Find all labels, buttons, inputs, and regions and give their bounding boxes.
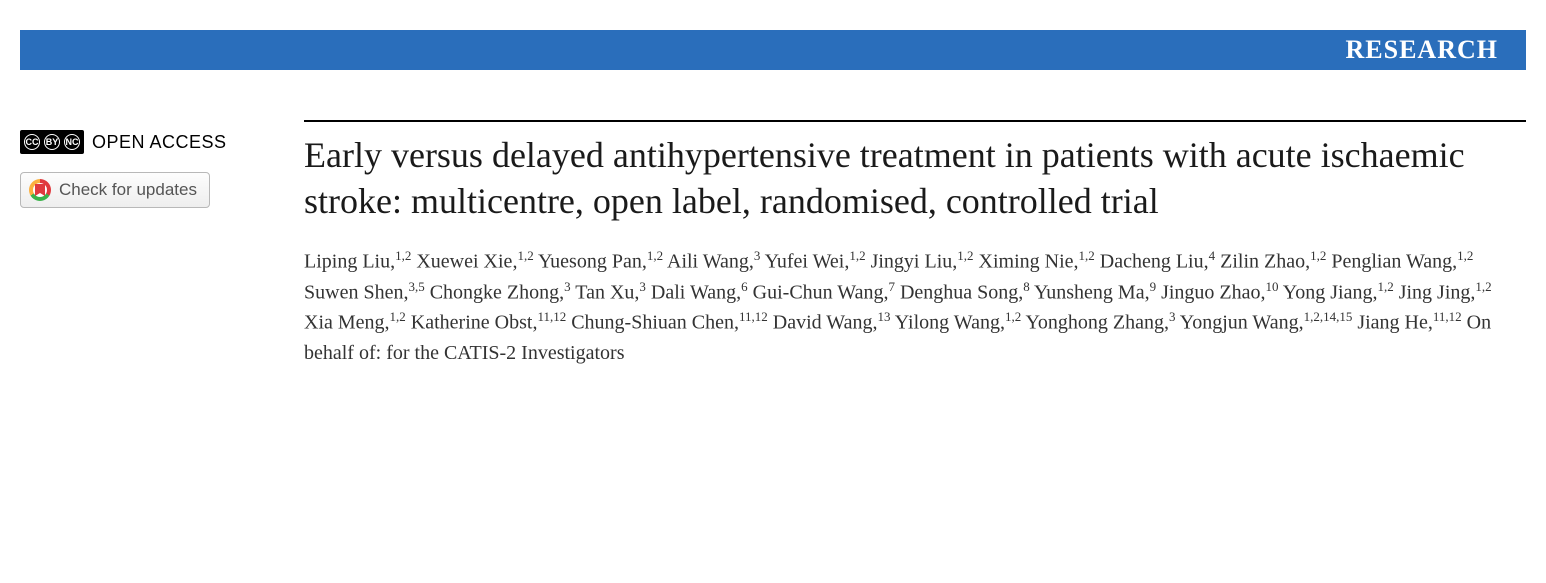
check-updates-label: Check for updates: [59, 180, 197, 200]
author-name: David Wang: [773, 312, 873, 334]
author-name: Xuewei Xie: [416, 251, 512, 273]
author-name: Penglian Wang: [1331, 251, 1452, 273]
crossmark-icon: [29, 179, 51, 201]
author-affiliation: 1,2,14,15: [1304, 309, 1353, 324]
author-affiliation: 6: [741, 279, 748, 294]
author-name: Aili Wang: [667, 251, 749, 273]
section-header-bar: RESEARCH: [20, 30, 1526, 70]
author-name: Xia Meng: [304, 312, 385, 334]
author-name: Yunsheng Ma: [1034, 281, 1145, 303]
open-access-badge: CC BY NC OPEN ACCESS: [20, 130, 280, 154]
author-name: Tan Xu: [575, 281, 634, 303]
author-name: Dali Wang: [651, 281, 736, 303]
author-affiliation: 1,2: [1475, 279, 1491, 294]
author-name: Denghua Song: [900, 281, 1018, 303]
author-list: Liping Liu,1,2 Xuewei Xie,1,2 Yuesong Pa…: [304, 246, 1506, 368]
author-affiliation: 1,2: [957, 248, 973, 263]
author-name: Chung-Shiuan Chen: [571, 312, 734, 334]
author-name: Jiang He: [1357, 312, 1428, 334]
author-name: Jingyi Liu: [871, 251, 953, 273]
author-affiliation: 1,2: [1457, 248, 1473, 263]
author-affiliation: 13: [877, 309, 890, 324]
author-name: Ximing Nie: [979, 251, 1074, 273]
check-for-updates-button[interactable]: Check for updates: [20, 172, 210, 208]
author-name: Jinguo Zhao: [1161, 281, 1260, 303]
author-affiliation: 8: [1023, 279, 1030, 294]
author-affiliation: 11,12: [1433, 309, 1462, 324]
author-affiliation: 3: [754, 248, 761, 263]
author-affiliation: 7: [888, 279, 895, 294]
author-affiliation: 1,2: [395, 248, 411, 263]
author-affiliation: 11,12: [537, 309, 566, 324]
author-affiliation: 3: [1169, 309, 1176, 324]
author-name: Liping Liu: [304, 251, 390, 273]
open-access-label: OPEN ACCESS: [92, 132, 227, 153]
article-title: Early versus delayed antihypertensive tr…: [304, 132, 1506, 224]
author-affiliation: 1,2: [390, 309, 406, 324]
author-name: Chongke Zhong: [430, 281, 559, 303]
author-affiliation: 1,2: [647, 248, 663, 263]
author-name: Yilong Wang: [895, 312, 1000, 334]
author-name: Suwen Shen: [304, 281, 403, 303]
cc-icon: CC: [24, 134, 40, 150]
content-row: CC BY NC OPEN ACCESS Check for updates E…: [20, 120, 1526, 368]
author-affiliation: 11,12: [739, 309, 768, 324]
article-header: Early versus delayed antihypertensive tr…: [304, 120, 1526, 368]
sidebar: CC BY NC OPEN ACCESS Check for updates: [20, 120, 280, 368]
author-affiliation: 10: [1266, 279, 1279, 294]
author-name: Yonghong Zhang: [1025, 312, 1164, 334]
author-affiliation: 4: [1209, 248, 1216, 263]
author-affiliation: 1,2: [1310, 248, 1326, 263]
author-affiliation: 3,5: [408, 279, 424, 294]
cc-license-icon: CC BY NC: [20, 130, 84, 154]
author-name: Jing Jing: [1399, 281, 1471, 303]
author-affiliation: 9: [1150, 279, 1157, 294]
author-affiliation: 3: [639, 279, 646, 294]
author-name: Yuesong Pan: [538, 251, 642, 273]
author-affiliation: 1,2: [1377, 279, 1393, 294]
author-name: Yong Jiang: [1283, 281, 1373, 303]
author-affiliation: 3: [564, 279, 571, 294]
author-name: Yufei Wei: [765, 251, 845, 273]
author-affiliation: 1,2: [1079, 248, 1095, 263]
author-affiliation: 1,2: [1005, 309, 1021, 324]
author-affiliation: 1,2: [849, 248, 865, 263]
nc-icon: NC: [64, 134, 80, 150]
author-name: Gui-Chun Wang: [753, 281, 884, 303]
author-name: Zilin Zhao: [1220, 251, 1305, 273]
author-name: Yongjun Wang: [1180, 312, 1299, 334]
author-affiliation: 1,2: [517, 248, 533, 263]
section-label: RESEARCH: [1346, 35, 1498, 65]
author-name: Dacheng Liu: [1100, 251, 1204, 273]
author-name: Katherine Obst: [411, 312, 533, 334]
by-icon: BY: [44, 134, 60, 150]
